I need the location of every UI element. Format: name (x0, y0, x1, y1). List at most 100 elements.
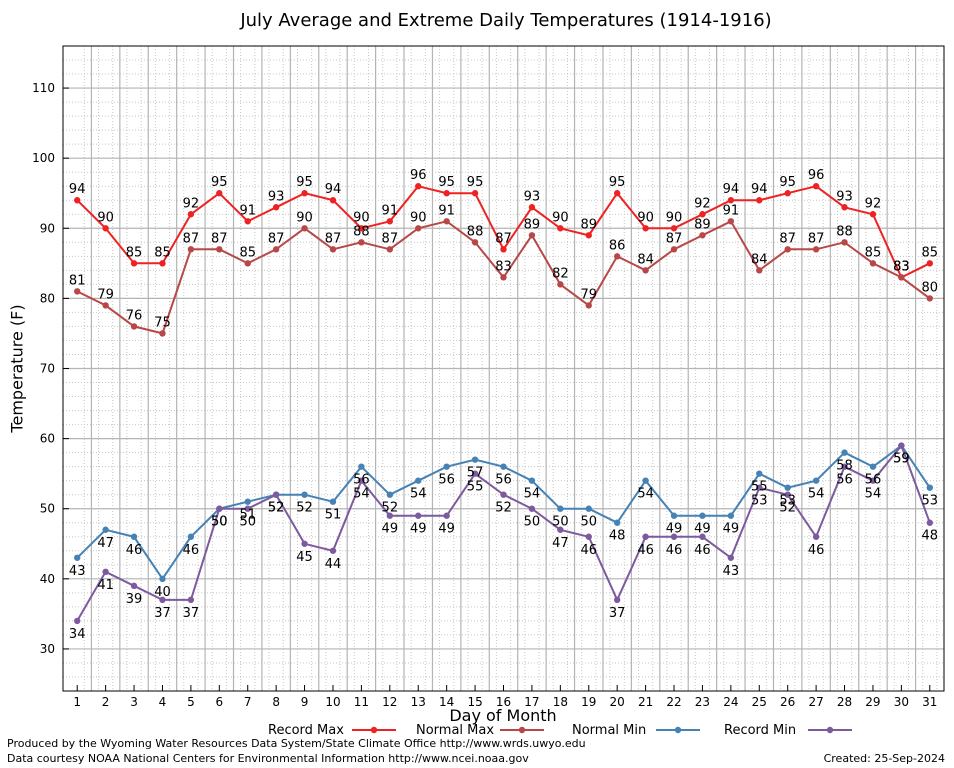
legend-marker-record-min (826, 726, 834, 734)
data-label-normal-max: 89 (524, 217, 541, 232)
data-label-record-min: 43 (723, 564, 740, 579)
data-label-normal-min: 50 (580, 515, 597, 530)
data-point-record-max (869, 211, 877, 218)
data-point-normal-min (784, 484, 791, 491)
data-point-record-max (443, 190, 450, 197)
data-label-record-max: 94 (751, 182, 768, 197)
data-label-record-max: 94 (69, 182, 86, 197)
data-label-normal-min: 56 (865, 473, 882, 488)
data-point-record-min (500, 491, 507, 498)
data-label-record-max: 92 (694, 196, 711, 211)
data-label-record-max: 87 (495, 231, 512, 246)
data-label-normal-min: 54 (637, 487, 654, 502)
data-label-record-min: 34 (69, 627, 86, 642)
x-tick-label: 8 (272, 695, 280, 709)
data-point-normal-min (386, 491, 394, 498)
data-label-record-min: 44 (325, 557, 342, 572)
legend: Record Max Normal Max Normal Min Record Min (268, 723, 852, 738)
data-point-record-max (670, 225, 678, 232)
data-label-record-max: 94 (325, 182, 342, 197)
data-point-normal-max (613, 253, 621, 260)
x-tick-label: 30 (894, 695, 909, 709)
data-labels: 94 90 85 85 92 95 91 93 95 94 90 91 96 95 95 87 93 90 89 95… (69, 168, 938, 642)
x-tick-label: 4 (159, 695, 167, 709)
data-label-record-max: 95 (211, 175, 228, 190)
data-point-normal-max (812, 246, 820, 253)
data-point-record-max (727, 197, 735, 204)
data-point-normal-max (585, 302, 592, 309)
data-label-record-max: 90 (552, 210, 569, 225)
legend-marker-normal-min (674, 726, 682, 734)
data-point-record-max (613, 190, 621, 197)
x-tick-label: 19 (581, 695, 596, 709)
data-label-normal-max: 79 (97, 287, 114, 302)
data-point-normal-max (358, 239, 365, 246)
data-label-record-max: 95 (296, 175, 313, 190)
data-label-record-max: 93 (836, 189, 853, 204)
data-point-record-min (528, 505, 536, 512)
x-tick-label: 7 (244, 695, 252, 709)
data-label-normal-min: 46 (183, 543, 200, 558)
data-label-record-min: 55 (467, 480, 484, 495)
data-point-normal-min (471, 456, 479, 463)
data-point-record-max (699, 211, 706, 218)
data-point-record-min (926, 519, 933, 526)
major-grid (63, 46, 944, 691)
x-tick-label: 22 (666, 695, 681, 709)
x-tick-label: 14 (439, 695, 454, 709)
data-label-record-min: 48 (922, 529, 939, 544)
data-label-record-max: 91 (239, 203, 256, 218)
data-point-normal-max (130, 323, 138, 330)
data-label-record-min: 52 (268, 501, 285, 516)
data-label-record-min: 47 (552, 536, 569, 551)
data-point-record-min (670, 533, 678, 540)
data-point-record-min (187, 596, 195, 604)
data-point-normal-min (528, 477, 536, 484)
data-point-record-max (102, 225, 109, 232)
data-point-record-min (159, 596, 166, 604)
x-tick-label: 6 (215, 695, 223, 709)
data-label-record-max: 85 (922, 245, 939, 260)
data-point-normal-max (557, 281, 564, 288)
data-point-normal-min (670, 512, 678, 519)
data-label-normal-min: 54 (524, 487, 541, 502)
data-point-record-max (500, 246, 507, 253)
data-point-record-max (74, 197, 81, 204)
data-label-normal-min: 56 (495, 473, 512, 488)
data-point-normal-max (784, 246, 791, 253)
legend-marker-normal-max (518, 726, 526, 734)
data-label-record-min: 39 (126, 592, 143, 607)
data-label-normal-max: 88 (467, 224, 484, 239)
data-label-normal-max: 76 (126, 308, 143, 323)
data-label-normal-max: 82 (552, 266, 569, 281)
data-label-normal-max: 87 (382, 231, 399, 246)
data-point-record-min (74, 617, 81, 625)
data-point-record-min (727, 554, 735, 561)
data-point-normal-min (869, 463, 877, 470)
data-point-record-max (301, 190, 308, 197)
y-tick-label: 90 (40, 221, 55, 235)
data-point-record-max (358, 225, 365, 232)
data-label-normal-max: 91 (438, 203, 455, 218)
data-label-normal-max: 87 (779, 231, 796, 246)
data-label-record-max: 93 (524, 189, 541, 204)
minor-grid (63, 45, 944, 692)
data-label-record-max: 96 (410, 168, 427, 183)
data-label-normal-min: 51 (325, 508, 342, 523)
data-point-record-min (272, 491, 280, 498)
data-label-record-min: 46 (580, 543, 597, 558)
x-tick-label: 18 (553, 695, 568, 709)
data-label-normal-max: 88 (836, 224, 853, 239)
data-label-record-max: 96 (808, 168, 825, 183)
data-point-record-min (841, 463, 848, 470)
x-tick-label: 25 (752, 695, 767, 709)
data-point-record-max (130, 260, 138, 267)
data-point-normal-min (926, 484, 933, 491)
data-point-record-max (926, 260, 933, 267)
data-label-record-max: 90 (666, 210, 683, 225)
data-label-normal-min: 53 (922, 494, 939, 509)
data-point-record-min (386, 512, 394, 519)
data-label-record-min: 59 (893, 452, 910, 467)
x-tick-label: 15 (467, 695, 482, 709)
